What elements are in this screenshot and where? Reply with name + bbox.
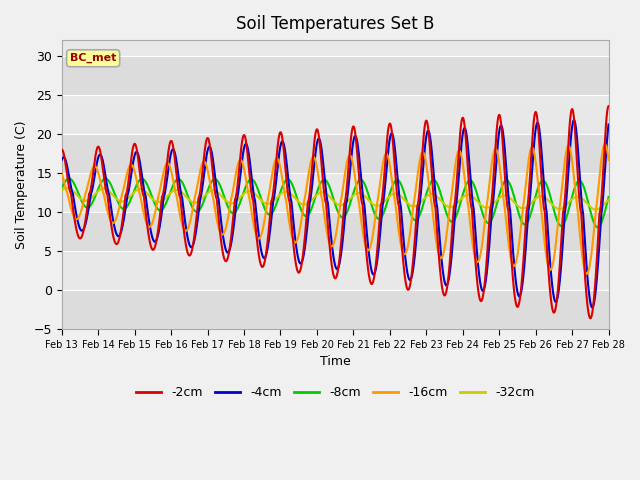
-32cm	[211, 188, 218, 193]
-16cm	[58, 171, 66, 177]
-16cm	[211, 204, 218, 209]
-16cm	[583, 271, 591, 277]
-32cm	[398, 194, 406, 200]
-16cm	[601, 142, 609, 147]
Line: -2cm: -2cm	[62, 106, 609, 318]
X-axis label: Time: Time	[320, 355, 351, 368]
-4cm	[388, 131, 396, 137]
-16cm	[553, 234, 561, 240]
-2cm	[388, 133, 396, 139]
Y-axis label: Soil Temperature (C): Soil Temperature (C)	[15, 120, 28, 249]
-32cm	[175, 188, 183, 193]
-4cm	[605, 123, 612, 129]
Title: Soil Temperatures Set B: Soil Temperatures Set B	[236, 15, 435, 33]
Bar	[62, 212, 609, 251]
-32cm	[553, 205, 561, 211]
Bar	[62, 134, 609, 173]
-8cm	[594, 225, 602, 230]
-4cm	[570, 117, 578, 123]
-16cm	[175, 206, 183, 212]
-32cm	[388, 192, 396, 197]
-16cm	[388, 181, 396, 187]
-8cm	[553, 216, 561, 222]
Bar	[62, 290, 609, 329]
-4cm	[588, 304, 596, 310]
-16cm	[605, 157, 612, 163]
-32cm	[592, 207, 600, 213]
-8cm	[605, 194, 612, 200]
Text: BC_met: BC_met	[70, 53, 116, 63]
-16cm	[605, 156, 612, 162]
-2cm	[604, 104, 612, 109]
Bar	[62, 251, 609, 290]
Bar	[62, 173, 609, 212]
Line: -32cm: -32cm	[62, 188, 609, 210]
Line: -8cm: -8cm	[62, 179, 609, 228]
-8cm	[211, 176, 218, 182]
-8cm	[388, 183, 396, 189]
-4cm	[398, 217, 406, 223]
-2cm	[586, 315, 594, 321]
-8cm	[398, 184, 406, 190]
-2cm	[398, 244, 406, 250]
-4cm	[175, 176, 183, 182]
-8cm	[175, 176, 183, 182]
-32cm	[605, 197, 612, 203]
-4cm	[58, 157, 66, 163]
-8cm	[605, 195, 612, 201]
Bar	[62, 95, 609, 134]
Bar	[62, 56, 609, 95]
-32cm	[58, 188, 66, 193]
Legend: -2cm, -4cm, -8cm, -16cm, -32cm: -2cm, -4cm, -8cm, -16cm, -32cm	[131, 381, 540, 404]
-32cm	[63, 185, 71, 191]
-32cm	[605, 197, 612, 203]
-8cm	[58, 185, 66, 191]
-2cm	[211, 185, 218, 191]
Line: -16cm: -16cm	[62, 144, 609, 274]
-2cm	[605, 103, 612, 109]
-16cm	[398, 247, 406, 252]
-8cm	[65, 176, 73, 181]
-4cm	[605, 121, 612, 127]
-2cm	[553, 299, 561, 305]
-4cm	[211, 168, 218, 174]
-2cm	[58, 147, 66, 153]
Line: -4cm: -4cm	[62, 120, 609, 307]
-2cm	[175, 190, 183, 196]
-4cm	[553, 298, 561, 304]
